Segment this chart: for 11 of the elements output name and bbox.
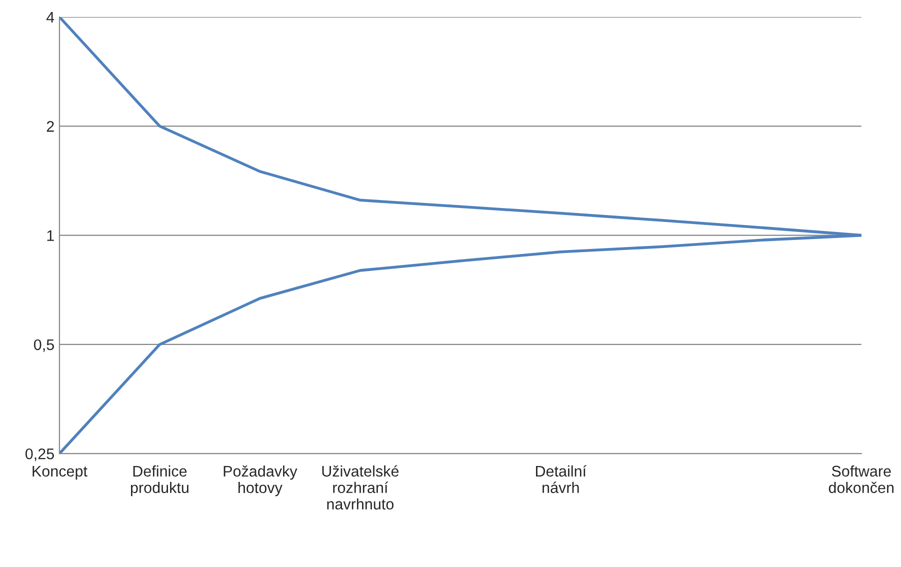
x-tick-label: Uživatelské rozhraní navrhnuto <box>322 465 399 510</box>
y-tick-label: 1 <box>47 230 54 241</box>
x-tick-label: Detailní návrh <box>536 465 586 494</box>
y-tick-label: 4 <box>46 12 54 23</box>
y-tick-label: 0,25 <box>25 448 54 462</box>
x-tick-label: Požadavky hotovy <box>224 465 298 496</box>
y-tick-label: 2 <box>46 121 54 132</box>
x-tick-label: Definice produktu <box>130 465 188 496</box>
x-tick-label: Koncept <box>32 466 88 480</box>
x-tick-label: Software dokončen <box>828 465 894 494</box>
y-tick-label: 0,5 <box>34 339 54 352</box>
